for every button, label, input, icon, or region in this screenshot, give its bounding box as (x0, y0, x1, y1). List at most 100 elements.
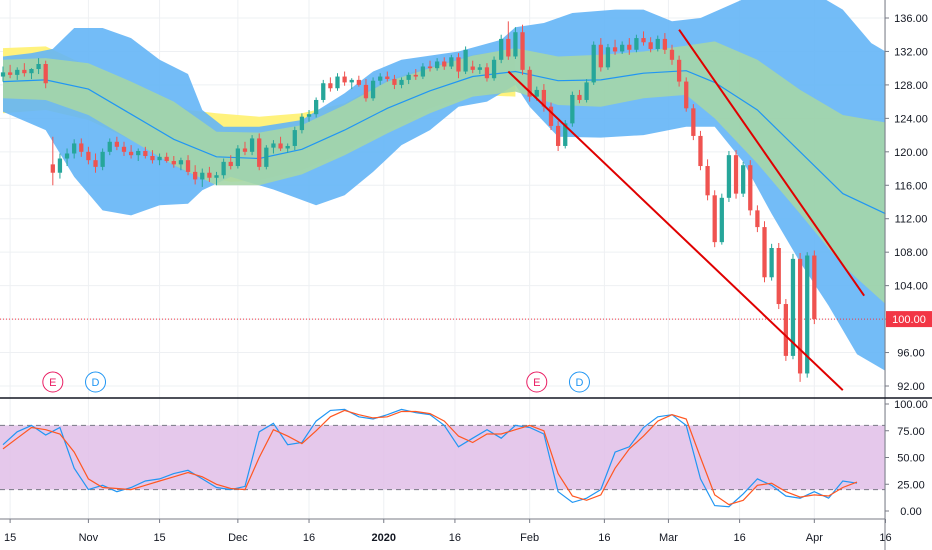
candle-body-37 (264, 147, 269, 167)
candle-body-94 (669, 49, 675, 60)
candle-body-61 (434, 61, 440, 69)
time-label-9: Mar (659, 532, 678, 544)
candle-body-39 (278, 143, 283, 149)
candle-body-81 (577, 94, 582, 100)
oscillator-series-1 (2, 409, 858, 506)
candle-46 (328, 77, 333, 92)
candle-41 (292, 126, 297, 151)
candle-114 (812, 250, 817, 325)
candle-body-87 (620, 44, 625, 52)
candle-100 (712, 190, 717, 248)
candle-body-107 (762, 227, 767, 278)
candle-body-7 (50, 164, 55, 173)
inner-band (3, 41, 886, 305)
candle-54 (385, 71, 390, 82)
candle-24 (171, 156, 176, 168)
candle-body-85 (605, 47, 611, 68)
trendline-0 (507, 70, 844, 391)
candle-body-79 (563, 123, 568, 146)
candle-39 (278, 136, 283, 151)
candle-body-114 (812, 255, 817, 320)
candle-22 (157, 153, 162, 166)
candle-body-56 (399, 79, 404, 85)
last-price-badge-label: 100.00 (892, 314, 926, 326)
price-tick-label-6: 116.00 (895, 180, 928, 192)
candle-42 (299, 113, 305, 134)
candle-body-36 (257, 138, 262, 167)
candle-62 (442, 57, 447, 70)
candle-body-31 (221, 161, 226, 176)
candle-98 (698, 130, 703, 171)
candle-63 (449, 54, 454, 70)
candle-91 (648, 37, 653, 53)
candle-71 (506, 21, 511, 60)
candle-77 (548, 102, 554, 131)
candle-body-96 (684, 81, 689, 109)
osc-tick-label-1: 25.00 (897, 479, 925, 491)
candle-body-17 (121, 146, 127, 152)
event-marker-label-2: E (533, 377, 540, 389)
candle-body-70 (499, 38, 504, 60)
candle-body-41 (292, 130, 297, 146)
candle-body-105 (748, 165, 753, 211)
event-marker-circle-0 (42, 371, 64, 393)
event-marker-label-1: D (92, 377, 100, 389)
candle-87 (620, 41, 625, 54)
candle-65 (463, 46, 468, 75)
osc-tick-label-4: 100.00 (894, 399, 928, 411)
candle-44 (314, 97, 319, 118)
candle-104 (741, 161, 746, 197)
candle-103 (733, 150, 739, 199)
candle-body-73 (520, 32, 525, 70)
candle-50 (356, 75, 361, 87)
candle-body-20 (143, 150, 148, 156)
candle-2 (15, 67, 20, 80)
candle-body-83 (591, 44, 596, 83)
candle-body-72 (513, 32, 518, 57)
candle-45 (321, 79, 326, 103)
candle-86 (612, 39, 618, 55)
candle-body-58 (413, 74, 418, 77)
time-label-1: Nov (79, 532, 99, 544)
event-marker-0: E (42, 371, 64, 393)
candle-10 (72, 139, 77, 159)
candle-56 (399, 77, 404, 89)
candle-88 (627, 38, 632, 55)
price-axis: 92.00 96.00 100.00 104.00 108.00 112.00 116.00… (885, 13, 932, 393)
candle-body-12 (86, 151, 91, 161)
candle-body-26 (185, 160, 191, 172)
candle-26 (185, 155, 191, 176)
candle-9 (64, 148, 70, 167)
candle-13 (93, 153, 98, 173)
candle-body-69 (491, 59, 497, 79)
oscillator-axis: 0.00 25.00 50.00 75.00 100.00 (885, 399, 928, 518)
price-tick-label-11: 136.00 (894, 13, 928, 25)
time-label-3: Dec (228, 532, 248, 544)
candle-body-35 (249, 138, 255, 152)
event-marker-circle-1 (85, 371, 107, 393)
price-tick-label-9: 128.00 (894, 80, 928, 92)
oscillator-band (0, 425, 885, 490)
candle-body-21 (150, 156, 155, 161)
candle-36 (257, 133, 262, 171)
candle-48 (342, 71, 347, 86)
candle-11 (79, 138, 84, 157)
candle-body-33 (235, 148, 240, 167)
candle-72 (513, 27, 518, 59)
candle-body-62 (442, 61, 447, 67)
candle-76 (541, 84, 547, 112)
candle-body-3 (22, 69, 27, 74)
candle-body-15 (107, 141, 112, 152)
candle-78 (555, 120, 561, 151)
candle-body-52 (370, 80, 376, 99)
candle-25 (178, 157, 184, 171)
candle-body-89 (634, 38, 639, 50)
candle-80 (570, 91, 575, 127)
candle-body-93 (662, 38, 668, 50)
candle-66 (470, 60, 475, 74)
candle-31 (221, 158, 226, 179)
candle-84 (598, 38, 603, 72)
candle-body-42 (299, 116, 305, 131)
candle-body-6 (43, 64, 48, 84)
candle-30 (214, 171, 219, 186)
